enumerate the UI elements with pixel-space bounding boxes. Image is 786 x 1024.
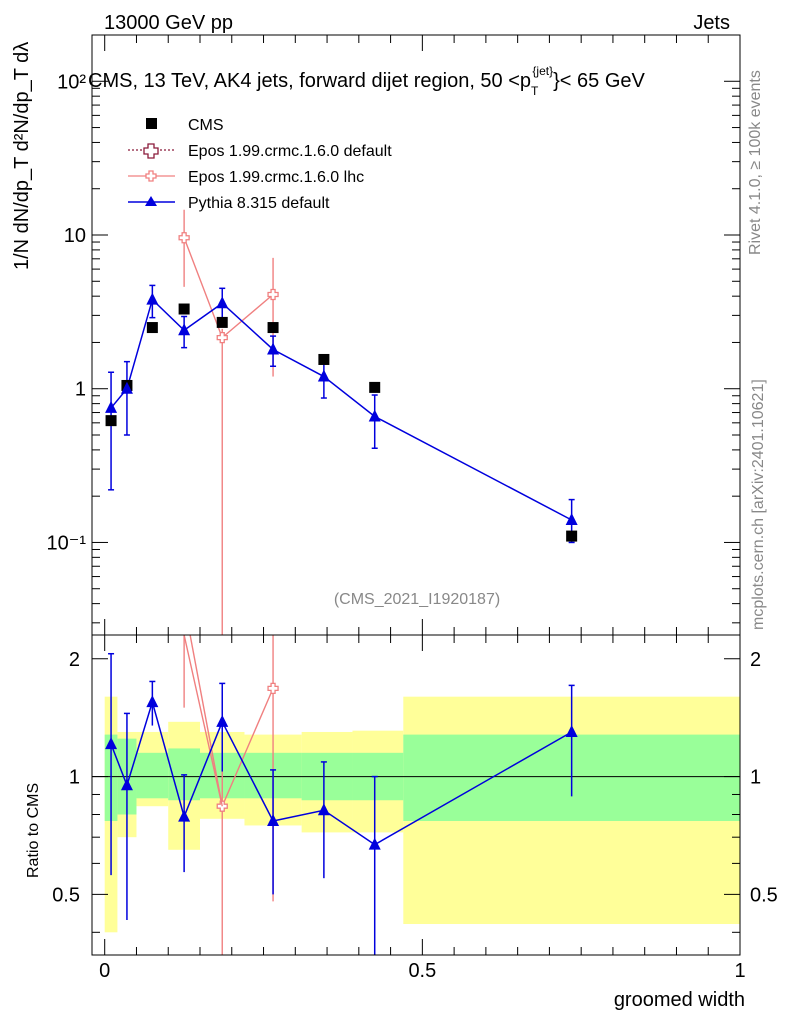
plot-title-tail: }< 65 GeV [553,70,645,92]
legend-cms-marker [146,118,157,129]
x-tick-label: 1 [734,960,745,982]
legend: CMS Epos 1.99.crmc.1.6.0 default Epos 1.… [128,117,392,212]
header-energy-label: 13000 GeV pp [104,12,233,34]
pythia-ratio-point [120,778,133,791]
main-y-tick-label: 10² [57,71,86,93]
epos-lhc-point [267,288,279,301]
legend-pythia-label: Pythia 8.315 default [188,195,330,212]
analysis-id: (CMS_2021_I1920187) [334,591,500,608]
ratio-y-label: Ratio to CMS [25,783,42,878]
pythia-point [216,296,229,309]
ratio-y-tick-label-left: 1 [69,767,80,789]
epos-lhc-point [216,331,228,344]
main-y-ticks: 10² 10 1 10⁻¹ [47,34,741,635]
pythia-point [120,381,133,394]
plot-title-main: CMS, 13 TeV, AK4 jets, forward dijet reg… [88,70,531,92]
x-tick-label: 0.5 [408,960,436,982]
pythia-ratio-point [317,803,330,816]
ratio-panel-frame [91,634,741,956]
legend-pythia-marker [145,196,157,206]
cms-point [178,303,190,315]
plot-title-sup: {jet} [532,64,553,78]
y-axis-label-text: 1/N dN/dp_T d²N/dp_T dλ [11,42,33,270]
cms-point [267,322,279,334]
pythia-point [368,409,381,422]
ratio-uncertainty-bands [104,696,740,933]
ratio-plot-area [105,634,578,955]
pythia-point [146,292,159,305]
x-axis-label: groomed width [614,989,745,1011]
epos-lhc-ratio-offscale-line [189,634,223,807]
pythia-point [267,342,280,355]
pythia-point [178,323,191,336]
cms-point [318,353,330,365]
cms-point [369,381,381,393]
plot-title-sub: T [531,84,539,98]
legend-cms-label: CMS [188,117,224,134]
mcplots-label: mcplots.cern.ch [arXiv:2401.10621] [750,379,767,630]
ratio-y-tick-label-left: 0.5 [52,884,80,906]
cms-point [216,316,228,328]
cms-point [566,530,578,542]
pythia-point [565,512,578,525]
pythia-point [317,369,330,382]
y-axis-label: 1/N dN/dp_T d²N/dp_T dλ [11,42,33,270]
x-axis-ticks: 0 0.5 1 [99,635,746,982]
legend-epos-default-marker [143,143,159,159]
legend-epos-lhc-label: Epos 1.99.crmc.1.6.0 lhc [188,169,364,186]
main-y-tick-label: 10 [64,225,86,247]
epos-lhc-ratio-point [267,682,279,695]
pythia-ratio-point [146,695,159,708]
cms-point [105,415,117,427]
pythia-ratio-point [105,737,118,750]
pythia-ratio-point [178,809,191,822]
ratio-y-tick-label-left: 2 [69,649,80,671]
pythia-ratio-point [216,714,229,727]
main-y-tick-label: 1 [75,379,86,401]
epos-lhc-line [183,237,274,339]
ratio-y-tick-label-right: 0.5 [750,884,778,906]
main-y-tick-label: 10⁻¹ [47,532,87,554]
plot-title: CMS, 13 TeV, AK4 jets, forward dijet reg… [88,64,645,98]
cms-point [146,322,158,334]
rivet-label: Rivet 4.1.0, ≥ 100k events [747,70,764,255]
ratio-band-inner [136,752,169,799]
pythia-point [105,400,118,413]
ratio-y-tick-label-right: 1 [750,767,761,789]
pythia-ratio-point [267,813,280,826]
ratio-y-tick-label-right: 2 [750,649,761,671]
legend-epos-default-label: Epos 1.99.crmc.1.6.0 default [188,143,392,160]
x-tick-label: 0 [99,960,110,982]
main-plot-area [105,209,578,635]
pythia-ratio-point [565,724,578,737]
epos-lhc-point [178,232,190,244]
header-jets-label: Jets [693,12,730,34]
pythia-ratio-point [368,837,381,850]
legend-epos-lhc-marker [145,170,157,182]
ratio-y-ticks: 2 2 1 1 0.5 0.5 [52,649,778,933]
